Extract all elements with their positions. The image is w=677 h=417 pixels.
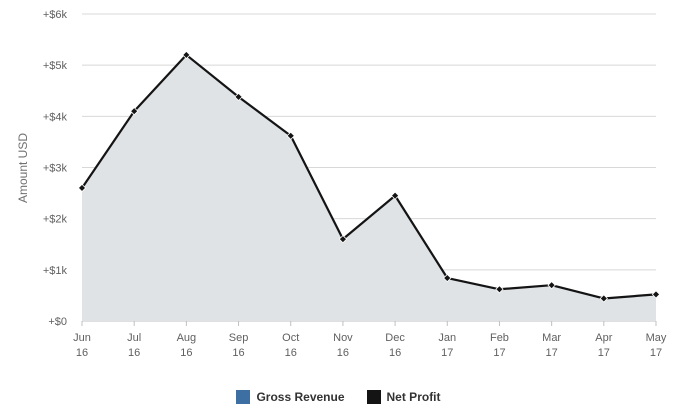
x-tick-label: Jul	[127, 332, 141, 344]
x-tick-label: Apr	[595, 332, 612, 344]
legend-item-net-profit[interactable]: Net Profit	[366, 390, 441, 404]
legend-swatch-net-profit	[366, 390, 381, 404]
chart-plot: +$0 +$1k +$2k +$3k +$4k +$5k +$6k Jun 16 Jul 16 Au…	[16, 9, 667, 359]
legend-item-gross-revenue[interactable]: Gross Revenue	[236, 390, 345, 404]
y-tick-label: +$2k	[43, 214, 68, 226]
x-tick-label: May	[646, 332, 667, 344]
legend: Gross Revenue Net Profit	[0, 386, 677, 408]
data-point[interactable]	[599, 294, 608, 303]
x-tick-label: Dec	[385, 332, 405, 344]
data-point[interactable]	[443, 273, 452, 283]
x-tick-label: 16	[285, 347, 297, 359]
y-axis-ticks: +$0 +$1k +$2k +$3k +$4k +$5k +$6k	[43, 9, 68, 328]
series-line-net-profit	[81, 53, 657, 300]
legend-swatch-gross-revenue	[236, 390, 251, 404]
x-tick-label: Nov	[333, 332, 353, 344]
legend-label-gross-revenue: Gross Revenue	[256, 390, 345, 404]
line-layer	[81, 53, 657, 300]
x-tick-label: 16	[128, 347, 140, 359]
x-tick-label: Feb	[490, 332, 509, 344]
x-tick-label: Mar	[542, 332, 561, 344]
x-tick-label: 17	[493, 347, 505, 359]
y-tick-label: +$3k	[43, 163, 68, 175]
x-tick-label: 17	[650, 347, 662, 359]
x-tick-label: 17	[546, 347, 558, 359]
y-tick-label: +$1k	[43, 265, 68, 277]
data-point[interactable]	[495, 285, 504, 294]
series-area-net-profit	[82, 54, 656, 321]
legend-label-net-profit: Net Profit	[386, 390, 441, 404]
data-point[interactable]	[651, 290, 661, 299]
x-tick-label: 16	[232, 347, 244, 359]
x-tick-label: 17	[441, 347, 453, 359]
data-point[interactable]	[338, 234, 348, 244]
data-point[interactable]	[234, 92, 243, 102]
data-point[interactable]	[390, 191, 400, 200]
data-point[interactable]	[182, 50, 191, 60]
x-tick-label: 17	[598, 347, 610, 359]
x-tick-label: 16	[337, 347, 349, 359]
x-tick-label: Jan	[438, 332, 456, 344]
x-tick-label: Aug	[177, 332, 197, 344]
x-tick-label: Oct	[282, 332, 299, 344]
x-tick-label: 16	[389, 347, 401, 359]
x-tick-label: Jun	[73, 332, 91, 344]
data-point[interactable]	[286, 131, 295, 140]
x-axis-ticks: Jun 16 Jul 16 Aug 16 Sep 16 Oct 16 Nov 16 Dec 16 Jan 17…	[73, 321, 667, 359]
point-layer	[77, 50, 661, 303]
y-axis-title: Amount USD	[16, 133, 30, 203]
x-tick-label: 16	[180, 347, 192, 359]
y-tick-label: +$0	[48, 316, 67, 328]
x-tick-label: Sep	[229, 332, 249, 344]
data-point[interactable]	[130, 107, 139, 116]
x-tick-label: 16	[76, 347, 88, 359]
y-tick-label: +$6k	[43, 9, 68, 21]
y-tick-label: +$4k	[43, 111, 68, 123]
data-point[interactable]	[77, 183, 87, 193]
area-layer	[82, 54, 656, 321]
y-tick-label: +$5k	[43, 60, 68, 72]
data-point[interactable]	[547, 281, 556, 290]
